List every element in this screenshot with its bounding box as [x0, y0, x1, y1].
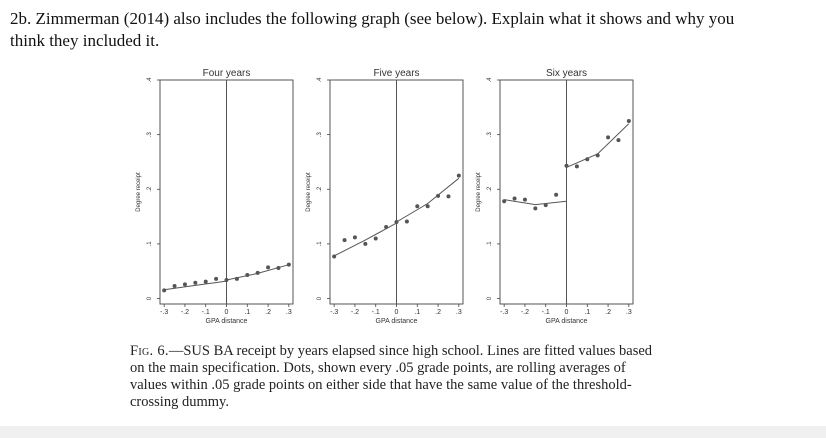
data-point: [266, 265, 271, 270]
fit-line-right: [566, 123, 630, 168]
question-text: 2b. Zimmerman (2014) also includes the f…: [10, 9, 735, 50]
data-point: [363, 241, 368, 246]
figure: Four years 0 .1 .2 .3 .4 Degree receipt -.3 -.2 -…: [0, 60, 826, 340]
data-point: [342, 238, 347, 243]
chart-title: Four years: [203, 68, 251, 79]
y-tick-label: .4: [317, 77, 323, 83]
y-axis-label: Degree receipt: [136, 172, 142, 212]
y-tick-label: .4: [487, 77, 493, 83]
y-tick-label: .1: [317, 241, 323, 247]
x-tick-label: .2: [605, 309, 611, 316]
data-point: [425, 204, 430, 209]
data-point: [543, 203, 548, 208]
x-tick-label: .1: [244, 309, 250, 316]
data-point: [373, 236, 378, 241]
fit-line-left: [164, 280, 227, 291]
fit-line-left: [504, 199, 567, 206]
x-tick-label: -.3: [160, 309, 168, 316]
data-point: [564, 163, 569, 168]
data-point: [182, 282, 187, 287]
y-tick-label: .1: [487, 241, 493, 247]
data-point: [404, 219, 409, 224]
data-point: [502, 199, 507, 204]
x-tick-label: .1: [414, 309, 420, 316]
data-point: [255, 270, 260, 275]
data-point: [172, 283, 177, 288]
x-tick-label: -.2: [181, 309, 189, 316]
x-axis-label: GPA distance: [546, 318, 588, 325]
x-tick-label: 0: [565, 309, 569, 316]
y-axis-label: Degree receipt: [306, 172, 312, 212]
x-tick-label: -.1: [202, 309, 210, 316]
data-point: [415, 204, 420, 209]
x-axis-label: GPA distance: [206, 318, 248, 325]
x-tick-label: .2: [435, 309, 441, 316]
data-point: [436, 193, 441, 198]
data-point: [522, 197, 527, 202]
figure-caption: Fig. 6.—SUS BA receipt by years elapsed …: [130, 343, 660, 411]
data-point: [616, 138, 621, 143]
data-point: [352, 235, 357, 240]
y-tick-label: .1: [147, 241, 153, 247]
data-point: [512, 196, 517, 201]
y-tick-label: 0: [317, 296, 323, 300]
data-point: [606, 135, 611, 140]
y-tick-label: .2: [487, 186, 493, 192]
data-point: [234, 276, 239, 281]
data-point: [394, 220, 399, 225]
data-point: [286, 262, 291, 267]
figure-label: Fig. 6.: [130, 343, 169, 359]
data-point: [193, 280, 198, 285]
y-tick-label: 0: [147, 296, 153, 300]
data-point: [595, 153, 600, 158]
data-point: [224, 277, 229, 282]
x-tick-label: 0: [225, 309, 229, 316]
fit-line-right: [396, 177, 460, 223]
data-point: [332, 254, 337, 259]
x-tick-label: -.2: [521, 309, 529, 316]
bottom-bar: [0, 426, 826, 438]
x-tick-label: -.3: [330, 309, 338, 316]
y-tick-label: 0: [487, 296, 493, 300]
y-tick-label: .3: [147, 131, 153, 137]
data-point: [162, 288, 167, 293]
y-tick-label: .4: [147, 77, 153, 83]
chart-title: Five years: [373, 68, 419, 79]
x-tick-label: .1: [584, 309, 590, 316]
data-point: [384, 224, 389, 229]
data-point: [203, 279, 208, 284]
y-tick-label: .2: [317, 186, 323, 192]
data-point: [446, 194, 451, 199]
y-tick-label: .2: [147, 186, 153, 192]
x-tick-label: .3: [626, 309, 632, 316]
x-tick-label: -.2: [351, 309, 359, 316]
x-tick-label: .3: [456, 309, 462, 316]
x-axis-label: GPA distance: [376, 318, 418, 325]
caption-text: —SUS BA receipt by years elapsed since h…: [130, 343, 653, 410]
figure-6-charts: Four years 0 .1 .2 .3 .4 Degree receipt -.3 -.2 -…: [136, 68, 634, 325]
y-axis-label: Degree receipt: [476, 172, 482, 212]
y-tick-label: .3: [317, 131, 323, 137]
x-tick-label: .2: [265, 309, 271, 316]
data-point: [574, 164, 579, 169]
data-point: [214, 276, 219, 281]
data-point: [554, 192, 559, 197]
y-tick-label: .3: [487, 131, 493, 137]
data-point: [626, 118, 631, 123]
data-point: [245, 273, 250, 278]
data-point: [456, 173, 461, 178]
chart-title: Six years: [546, 68, 587, 79]
data-point: [276, 265, 281, 270]
data-point: [533, 206, 538, 211]
x-tick-label: -.1: [372, 309, 380, 316]
x-tick-label: -.3: [500, 309, 508, 316]
x-tick-label: .3: [286, 309, 292, 316]
x-tick-label: 0: [395, 309, 399, 316]
x-tick-label: -.1: [542, 309, 550, 316]
data-point: [585, 157, 590, 162]
